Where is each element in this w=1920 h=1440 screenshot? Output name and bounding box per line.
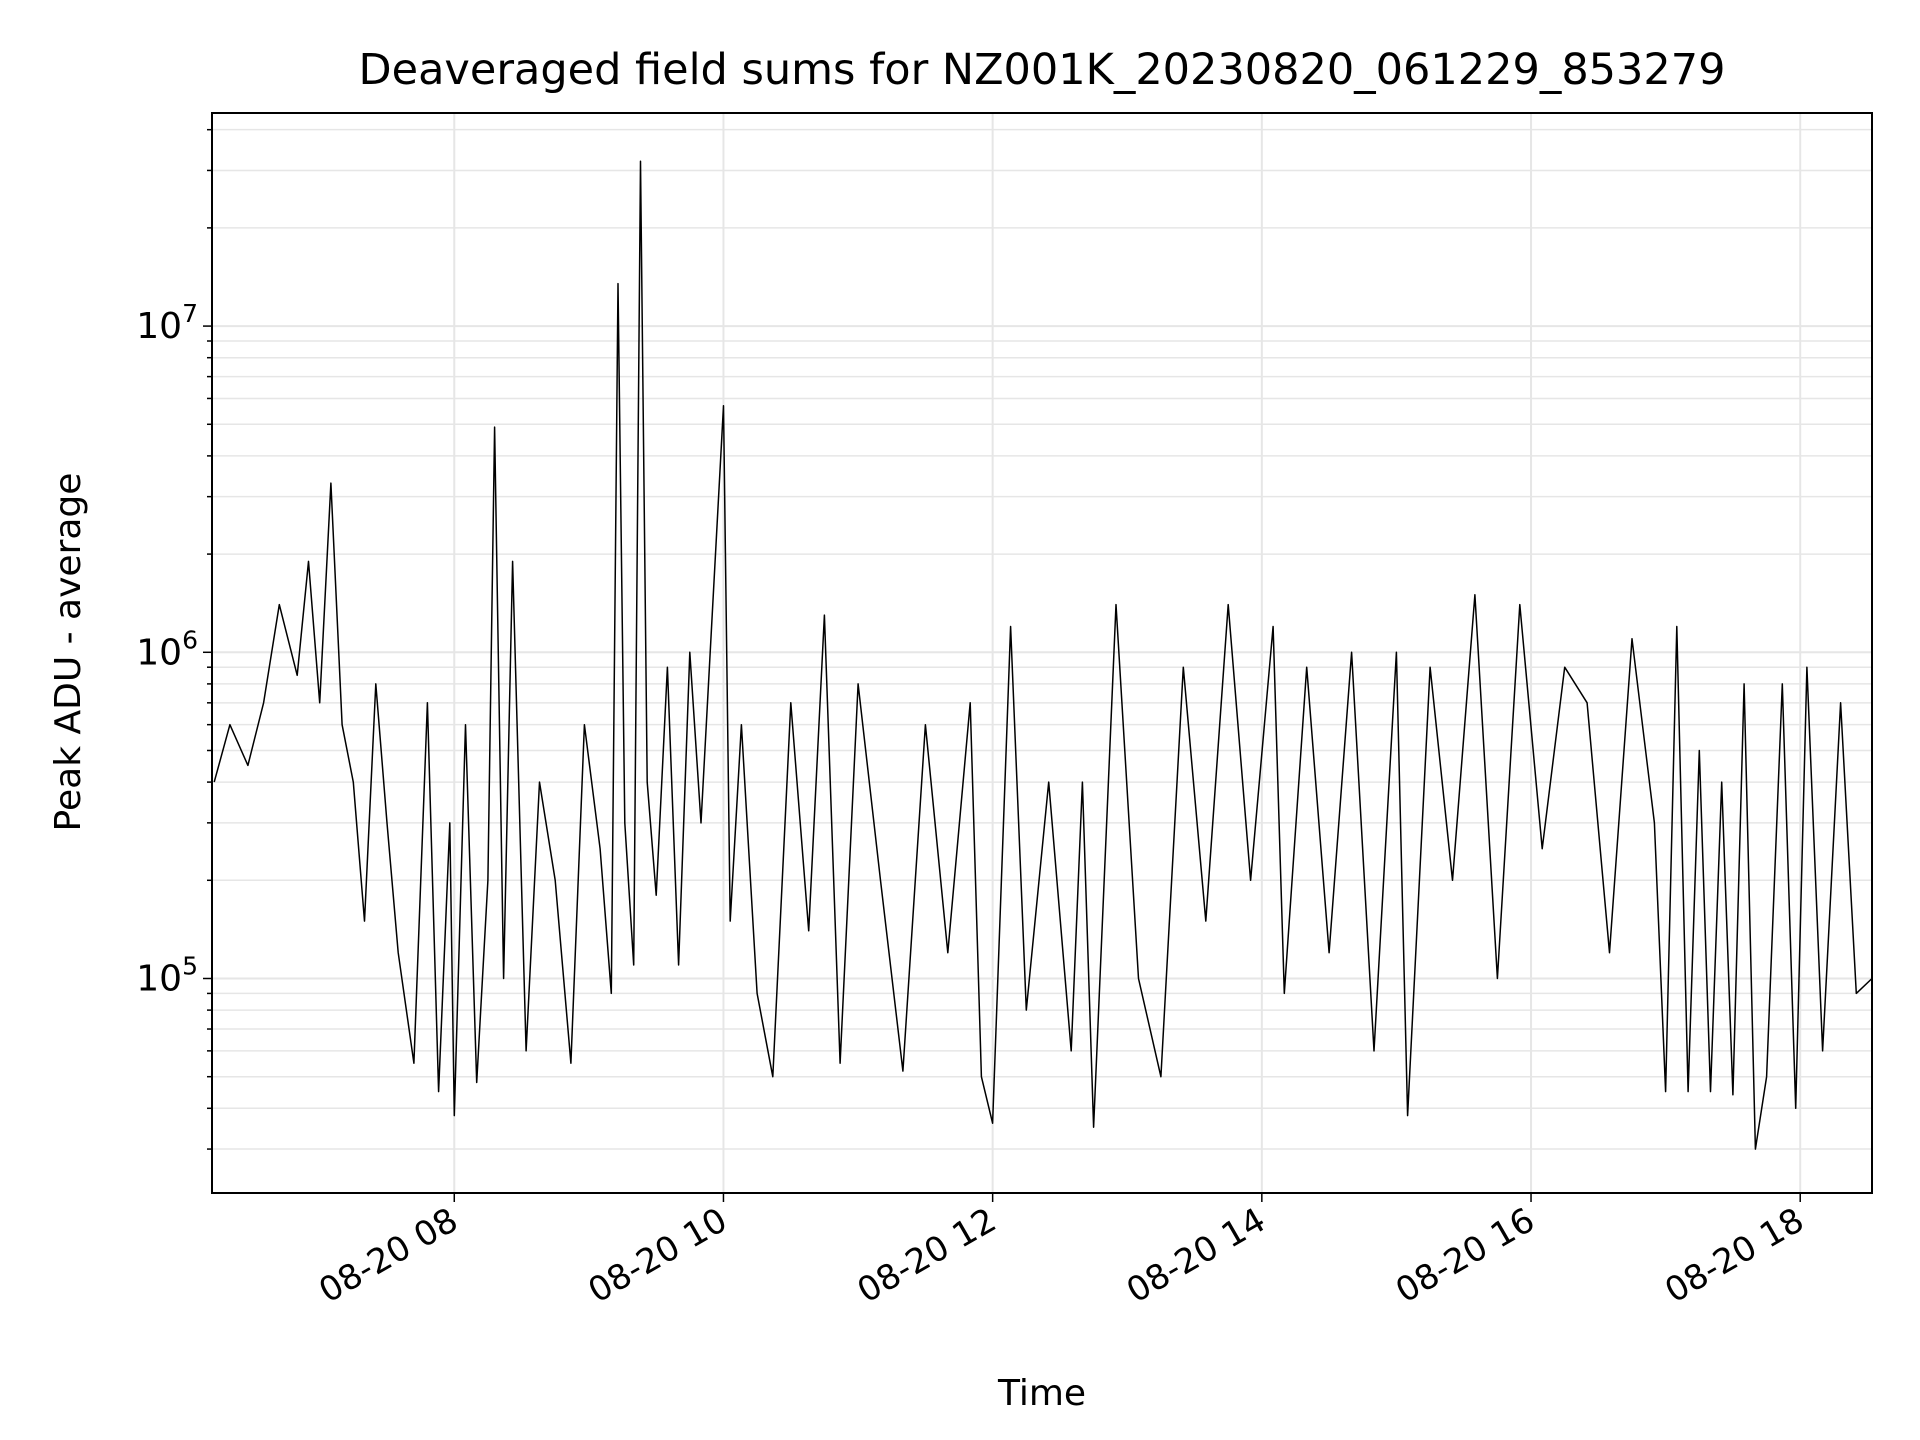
x-axis-label: Time [997,1373,1086,1414]
y-tick-label: 105 [136,951,198,999]
series [213,160,1873,1150]
y-tick-label: 107 [136,299,198,347]
y-tick-label: 106 [136,625,198,673]
grid [212,113,1872,1193]
chart-title: Deaveraged field sums for NZ001K_2023082… [359,45,1726,95]
y-axis-label: Peak ADU - average [48,473,89,832]
series-line [213,160,1873,1150]
